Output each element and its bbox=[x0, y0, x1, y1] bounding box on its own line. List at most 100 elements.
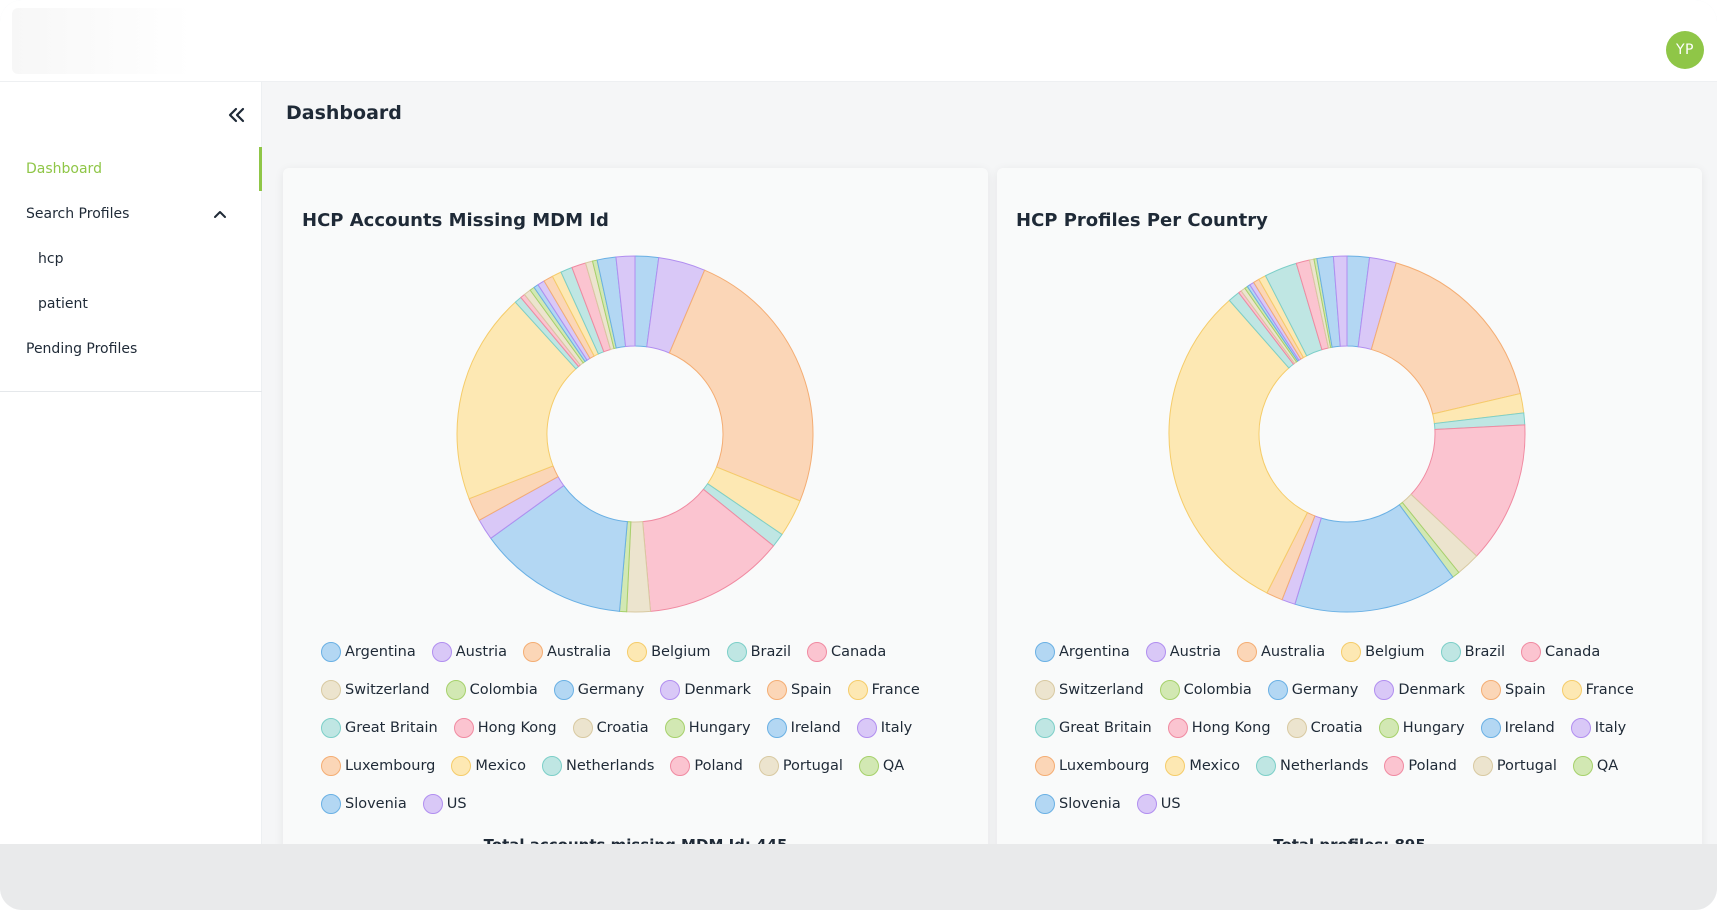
legend-item-qa[interactable]: QA bbox=[1572, 747, 1618, 785]
legend-label: Poland bbox=[694, 758, 743, 774]
legend-item-denmark[interactable]: Denmark bbox=[1374, 671, 1465, 709]
legend-item-italy[interactable]: Italy bbox=[856, 709, 912, 747]
legend-item-netherlands[interactable]: Netherlands bbox=[542, 747, 654, 785]
legend-item-denmark[interactable]: Denmark bbox=[660, 671, 751, 709]
legend-item-mexico[interactable]: Mexico bbox=[451, 747, 526, 785]
legend-swatch bbox=[627, 642, 648, 662]
chart-card-profiles-per-country: HCP Profiles Per Country Argentina Austri… bbox=[997, 168, 1702, 858]
sidebar-item-dashboard[interactable]: Dashboard bbox=[0, 147, 262, 191]
legend-swatch bbox=[847, 680, 868, 700]
legend-item-slovenia[interactable]: Slovenia bbox=[321, 785, 407, 823]
avatar[interactable]: YP bbox=[1666, 31, 1704, 69]
legend-item-croatia[interactable]: Croatia bbox=[572, 709, 649, 747]
legend-item-us[interactable]: US bbox=[1136, 785, 1181, 823]
legend-item-hungary[interactable]: Hungary bbox=[1378, 709, 1465, 747]
slice-us[interactable] bbox=[1332, 255, 1348, 347]
legend-item-canada[interactable]: Canada bbox=[807, 633, 886, 671]
sidebar-item-label: Dashboard bbox=[26, 161, 102, 177]
legend-item-germany[interactable]: Germany bbox=[553, 671, 644, 709]
legend-item-canada[interactable]: Canada bbox=[1521, 633, 1600, 671]
chart-legend: Argentina Austria Australia Belgium Brazil Ca… bbox=[321, 633, 951, 823]
legend-item-great-britain[interactable]: Great Britain bbox=[321, 709, 438, 747]
donut-chart bbox=[456, 255, 814, 613]
legend-item-switzerland[interactable]: Switzerland bbox=[321, 671, 430, 709]
sidebar-item-label: patient bbox=[38, 296, 88, 312]
chevron-up-icon[interactable] bbox=[212, 206, 228, 222]
legend-label: Luxembourg bbox=[1059, 758, 1150, 774]
legend-item-slovenia[interactable]: Slovenia bbox=[1035, 785, 1121, 823]
legend-label: France bbox=[1585, 682, 1634, 698]
legend-swatch bbox=[726, 642, 747, 662]
legend-swatch bbox=[431, 642, 452, 662]
legend-item-belgium[interactable]: Belgium bbox=[627, 633, 711, 671]
legend-item-spain[interactable]: Spain bbox=[1481, 671, 1546, 709]
legend-label: Canada bbox=[1545, 644, 1601, 660]
legend-label: Denmark bbox=[1398, 682, 1466, 698]
legend-label: Australia bbox=[1260, 644, 1326, 660]
legend-item-france[interactable]: France bbox=[847, 671, 920, 709]
legend-item-luxembourg[interactable]: Luxembourg bbox=[321, 747, 435, 785]
slice-us[interactable] bbox=[615, 255, 636, 348]
legend-item-ireland[interactable]: Ireland bbox=[766, 709, 841, 747]
sidebar-item-pending-profiles[interactable]: Pending Profiles bbox=[0, 331, 262, 367]
legend-swatch bbox=[1384, 756, 1405, 776]
legend-label: Switzerland bbox=[345, 682, 430, 698]
sidebar-item-hcp[interactable]: hcp bbox=[0, 241, 262, 277]
legend-item-switzerland[interactable]: Switzerland bbox=[1035, 671, 1144, 709]
legend-item-hong-kong[interactable]: Hong Kong bbox=[1167, 709, 1271, 747]
legend-item-argentina[interactable]: Argentina bbox=[1035, 633, 1130, 671]
legend-label: Italy bbox=[1594, 720, 1627, 736]
legend-item-ireland[interactable]: Ireland bbox=[1480, 709, 1555, 747]
legend-item-hong-kong[interactable]: Hong Kong bbox=[453, 709, 557, 747]
legend-item-luxembourg[interactable]: Luxembourg bbox=[1035, 747, 1149, 785]
legend-label: Switzerland bbox=[1059, 682, 1144, 698]
legend-item-belgium[interactable]: Belgium bbox=[1341, 633, 1425, 671]
legend-item-poland[interactable]: Poland bbox=[670, 747, 743, 785]
slice-france[interactable] bbox=[456, 301, 577, 500]
legend-swatch bbox=[858, 756, 879, 776]
legend-item-hungary[interactable]: Hungary bbox=[664, 709, 751, 747]
legend-label: Croatia bbox=[596, 720, 649, 736]
legend-item-colombia[interactable]: Colombia bbox=[1159, 671, 1252, 709]
slice-australia[interactable] bbox=[668, 269, 814, 502]
legend-item-austria[interactable]: Austria bbox=[431, 633, 507, 671]
legend-item-australia[interactable]: Australia bbox=[522, 633, 611, 671]
legend-swatch bbox=[670, 756, 691, 776]
legend-item-argentina[interactable]: Argentina bbox=[321, 633, 416, 671]
slice-france[interactable] bbox=[1168, 299, 1309, 594]
legend-item-great-britain[interactable]: Great Britain bbox=[1035, 709, 1152, 747]
legend-label: Spain bbox=[791, 682, 832, 698]
legend-item-austria[interactable]: Austria bbox=[1145, 633, 1221, 671]
legend-swatch bbox=[321, 794, 341, 814]
legend-label: Mexico bbox=[475, 758, 527, 774]
legend-item-australia[interactable]: Australia bbox=[1236, 633, 1326, 671]
legend-item-portugal[interactable]: Portugal bbox=[1472, 747, 1557, 785]
legend-label: QA bbox=[882, 758, 905, 774]
legend-item-poland[interactable]: Poland bbox=[1384, 747, 1457, 785]
legend-swatch bbox=[1286, 718, 1307, 738]
legend-swatch bbox=[856, 718, 877, 738]
legend-swatch bbox=[1521, 642, 1542, 662]
legend-item-italy[interactable]: Italy bbox=[1570, 709, 1627, 747]
legend-item-netherlands[interactable]: Netherlands bbox=[1256, 747, 1368, 785]
sidebar-item-search-profiles[interactable]: Search Profiles bbox=[0, 196, 262, 232]
double-chevron-left-icon[interactable] bbox=[225, 104, 247, 126]
legend-item-croatia[interactable]: Croatia bbox=[1286, 709, 1363, 747]
sidebar-item-label: Search Profiles bbox=[26, 206, 130, 222]
slice-australia[interactable] bbox=[1370, 262, 1521, 415]
legend-item-us[interactable]: US bbox=[422, 785, 467, 823]
legend-item-portugal[interactable]: Portugal bbox=[758, 747, 843, 785]
legend-item-mexico[interactable]: Mexico bbox=[1165, 747, 1240, 785]
legend-label: Ireland bbox=[1504, 720, 1555, 736]
legend-item-france[interactable]: France bbox=[1561, 671, 1634, 709]
legend-item-colombia[interactable]: Colombia bbox=[445, 671, 538, 709]
legend-item-germany[interactable]: Germany bbox=[1267, 671, 1358, 709]
legend-item-brazil[interactable]: Brazil bbox=[726, 633, 791, 671]
legend-label: Denmark bbox=[684, 682, 752, 698]
legend-item-qa[interactable]: QA bbox=[858, 747, 905, 785]
legend-item-spain[interactable]: Spain bbox=[767, 671, 832, 709]
sidebar-item-patient[interactable]: patient bbox=[0, 286, 262, 322]
donut-chart bbox=[1168, 255, 1526, 613]
legend-item-brazil[interactable]: Brazil bbox=[1440, 633, 1505, 671]
legend-swatch bbox=[542, 756, 563, 776]
